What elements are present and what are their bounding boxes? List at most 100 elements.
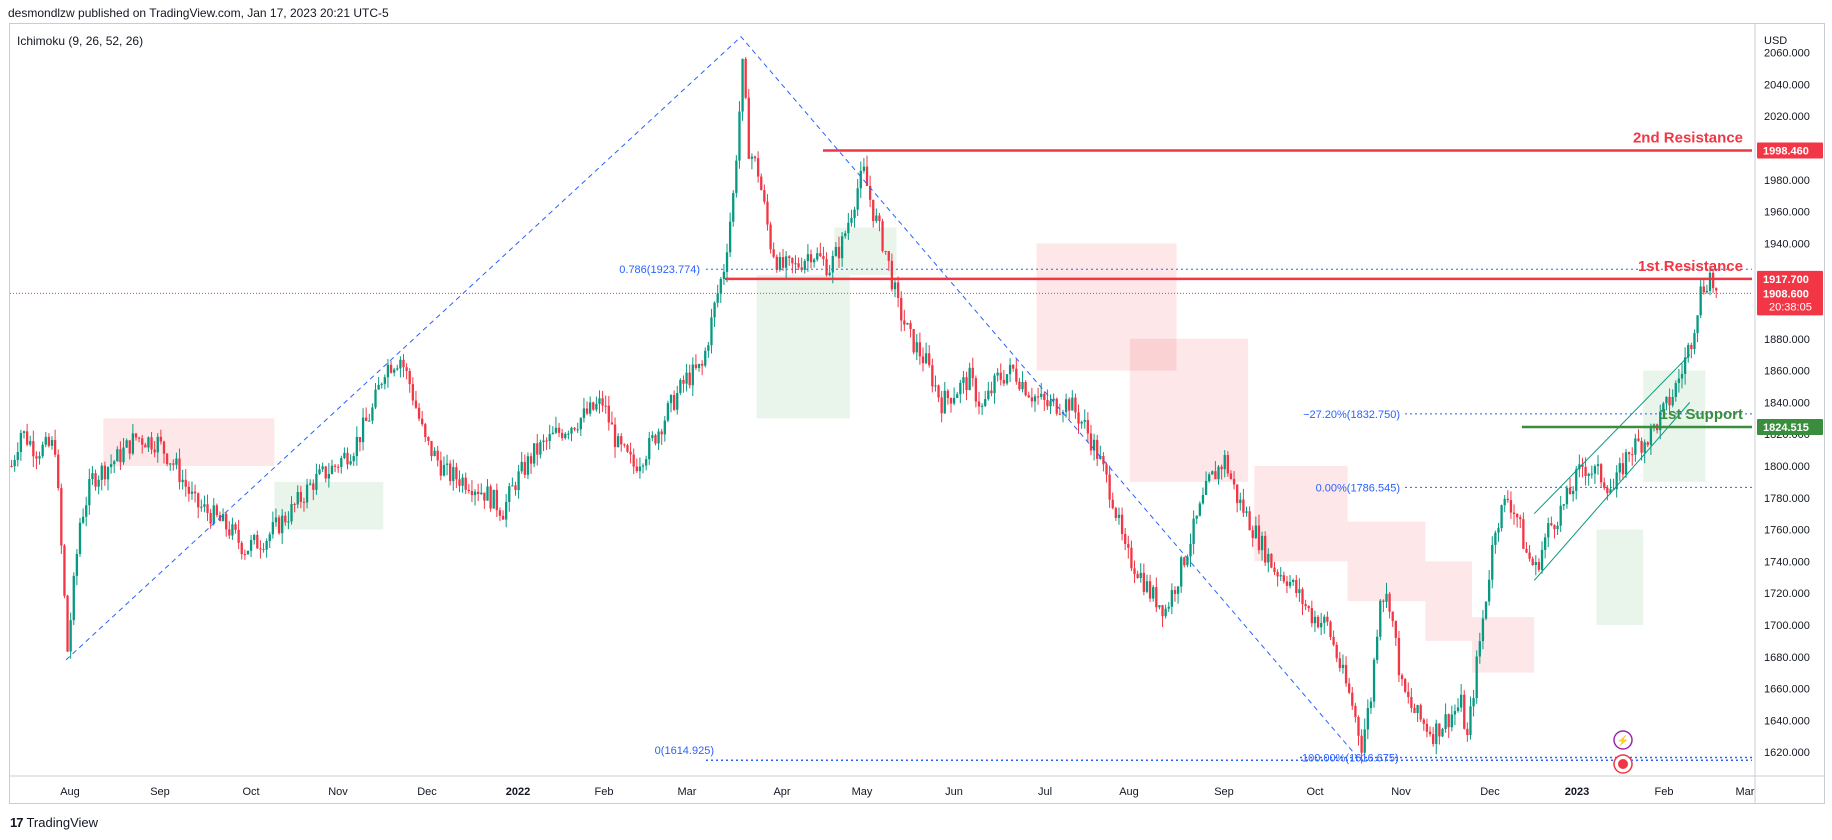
candle-body — [495, 489, 498, 511]
first-support-tag-bg — [1757, 419, 1823, 436]
candle-body — [408, 370, 411, 385]
candle-body — [309, 483, 312, 485]
candle-body — [1152, 587, 1155, 599]
price-axis-tick: 2020.000 — [1764, 111, 1810, 123]
candle-body — [1463, 694, 1466, 729]
candle-body — [81, 516, 85, 523]
candle-body — [781, 256, 785, 268]
candle-body — [1618, 463, 1621, 473]
candle-body — [1376, 636, 1379, 660]
candle-body — [1372, 659, 1376, 702]
candle-body — [41, 444, 44, 457]
candle-body — [1606, 487, 1609, 494]
candle-body — [1155, 587, 1158, 608]
candle-body — [1046, 400, 1049, 407]
candle-body — [262, 548, 265, 550]
candle-body — [676, 392, 679, 410]
candle-body — [1627, 452, 1631, 455]
candle-body — [1204, 480, 1208, 495]
candle-body — [865, 166, 869, 186]
candle-body — [1690, 344, 1693, 350]
candle-body — [598, 398, 601, 404]
candle-body — [952, 397, 956, 404]
indicator-label[interactable]: Ichimoku (9, 26, 52, 26) — [17, 34, 144, 48]
ichimoku-cloud-bull — [756, 275, 850, 419]
candle-body — [193, 491, 197, 494]
candle-body — [1323, 616, 1326, 623]
candle-body — [318, 469, 321, 474]
candle-body — [1220, 466, 1223, 470]
candle-body — [1481, 618, 1485, 642]
candle-body — [430, 440, 433, 457]
candle-body — [1114, 508, 1118, 518]
candle-body — [837, 246, 841, 259]
candle-body — [106, 467, 110, 480]
candle-body — [380, 383, 383, 385]
candle-body — [1223, 455, 1226, 470]
candle-body — [141, 438, 144, 445]
candle-body — [943, 390, 946, 414]
candle-body — [1211, 471, 1214, 475]
candle-body — [268, 534, 271, 541]
candle-body — [1711, 272, 1715, 289]
candle-body — [800, 267, 803, 270]
candle-body — [657, 431, 660, 444]
candle-body — [588, 402, 592, 414]
candle-body — [921, 356, 925, 364]
price-axis-tick: 1880.000 — [1764, 334, 1810, 346]
candle-body — [809, 254, 813, 263]
candle-body — [1571, 490, 1575, 495]
candle-body — [333, 465, 337, 467]
candle-body — [679, 379, 682, 393]
candle-body — [582, 408, 586, 419]
candle-body — [1528, 552, 1531, 559]
candle-body — [1180, 557, 1183, 587]
candle-body — [545, 440, 548, 442]
candle-body — [483, 492, 486, 501]
time-axis-label: Dec — [1480, 786, 1500, 798]
candle-body — [287, 521, 290, 523]
candle-body — [1357, 717, 1360, 736]
candle-body — [1288, 581, 1292, 586]
candle-body — [850, 218, 853, 223]
candle-body — [1326, 616, 1329, 622]
price-axis-tick: 1700.000 — [1764, 620, 1810, 632]
candle-body — [346, 452, 349, 465]
tradingview-footer[interactable]: 17 TradingView — [10, 815, 98, 830]
candle-body — [1332, 636, 1335, 645]
candle-body — [1472, 698, 1475, 707]
candle-body — [1316, 616, 1320, 628]
candle-body — [439, 460, 442, 476]
candle-body — [1537, 562, 1541, 570]
candle-body — [949, 398, 953, 404]
candle-body — [1058, 413, 1062, 415]
candle-body — [862, 166, 866, 171]
candle-body — [1145, 581, 1149, 592]
candle-body — [253, 534, 256, 541]
candle-body — [486, 486, 489, 501]
candle-body — [1270, 553, 1273, 568]
candle-body — [620, 436, 623, 445]
candle-body — [113, 461, 116, 465]
candle-body — [277, 517, 281, 534]
candle-body — [1127, 543, 1130, 548]
candle-body — [1487, 579, 1491, 602]
candle-body — [405, 367, 408, 371]
candle-body — [1562, 504, 1565, 506]
candle-body — [1419, 705, 1422, 720]
second-resistance-label: 2nd Resistance — [1633, 129, 1743, 146]
candle-body — [1148, 581, 1152, 599]
candle-body — [1195, 515, 1198, 519]
first-resistance-tag-bg — [1757, 270, 1823, 287]
candle-body — [1662, 403, 1665, 412]
candle-body — [533, 443, 536, 464]
candle-body — [480, 492, 483, 495]
candle-body — [383, 377, 386, 384]
candle-body — [393, 369, 396, 373]
price-axis-tick: 1780.000 — [1764, 493, 1810, 505]
candle-body — [791, 257, 794, 264]
candle-body — [632, 454, 635, 467]
candle-body — [666, 403, 670, 421]
candle-body — [312, 483, 315, 490]
